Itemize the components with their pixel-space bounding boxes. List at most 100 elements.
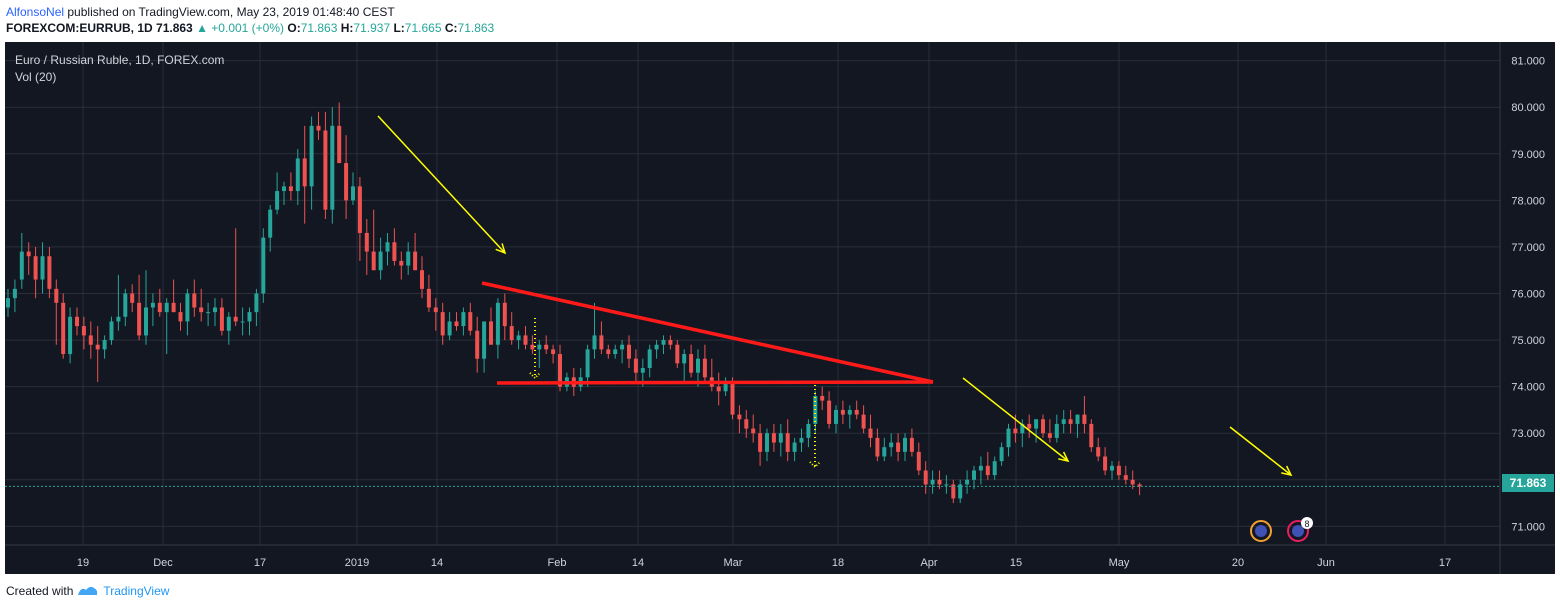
candle	[219, 298, 224, 336]
time-tick-label: Jun	[1317, 557, 1335, 569]
candle	[282, 181, 286, 206]
candle	[937, 470, 942, 490]
candle	[1089, 419, 1094, 452]
candle	[475, 316, 480, 373]
candle	[537, 340, 542, 369]
candle-body	[378, 251, 383, 271]
candle	[12, 279, 17, 313]
candle-body	[834, 409, 838, 424]
open-value: 71.863	[300, 21, 338, 35]
candle	[102, 335, 107, 359]
candle-body	[820, 395, 825, 401]
candle	[116, 274, 121, 331]
publish-line: AlfonsoNel published on TradingView.com,…	[6, 4, 494, 20]
candle-body	[302, 158, 307, 187]
candle-body	[523, 335, 528, 345]
candle	[261, 228, 266, 303]
candle	[233, 228, 238, 327]
candle-body	[896, 442, 901, 452]
candle-body	[502, 302, 507, 327]
candle	[661, 335, 666, 355]
event-ring	[1287, 520, 1309, 542]
time-tick-label: Feb	[548, 557, 567, 569]
candle-body	[475, 330, 480, 359]
candle-body	[682, 354, 687, 364]
candle	[1096, 437, 1101, 462]
candle-body	[633, 358, 638, 373]
descending-trendline	[481, 281, 934, 384]
candle	[916, 442, 921, 476]
candle-body	[937, 479, 942, 485]
candle	[502, 293, 507, 341]
candle	[827, 391, 832, 429]
candle-body	[406, 251, 411, 266]
author-link[interactable]: AlfonsoNel	[6, 5, 65, 19]
candle	[523, 326, 528, 350]
candle-body	[868, 428, 873, 438]
candle	[647, 344, 652, 378]
price-tick-label: 81.000	[1511, 56, 1545, 68]
candle-body	[1075, 414, 1080, 424]
time-tick-label: 14	[431, 557, 443, 569]
candle-body	[206, 312, 211, 314]
price-tick-label: 76.000	[1511, 289, 1545, 301]
candle	[1027, 414, 1032, 438]
candle	[1006, 423, 1011, 457]
candle-body	[199, 307, 204, 313]
time-tick-label: 14	[632, 557, 644, 569]
candle	[675, 340, 680, 369]
candle	[109, 316, 114, 345]
candle	[95, 326, 100, 382]
candle-body	[1103, 456, 1108, 471]
high-label: H:	[340, 21, 354, 35]
candle	[433, 298, 438, 331]
candle-body	[965, 479, 970, 485]
candle	[723, 377, 728, 396]
candle	[820, 386, 825, 410]
candle-body	[75, 316, 79, 327]
candle-body	[330, 125, 335, 210]
candle	[702, 344, 707, 382]
candle	[758, 423, 763, 466]
time-tick-label: Dec	[153, 557, 173, 569]
candle-body	[1116, 465, 1121, 476]
economic-event-icon	[1250, 520, 1272, 542]
candle	[275, 172, 280, 215]
candle	[978, 456, 983, 485]
candle	[489, 307, 493, 345]
candle	[972, 465, 976, 490]
event-icons: 8	[1250, 517, 1313, 542]
low-value: 71.665	[404, 21, 442, 35]
time-tick-label: Apr	[920, 557, 937, 569]
candle-body	[544, 344, 549, 350]
tradingview-link[interactable]: TradingView	[103, 584, 170, 598]
time-axis[interactable]: 19 Dec 17 2019 14 Feb 14 Mar 18 Apr 15 May 20 Jun 17	[5, 544, 1555, 569]
open-label: O:	[287, 21, 301, 35]
candle-body	[627, 344, 631, 359]
candle	[54, 279, 59, 345]
candle-body	[295, 158, 300, 192]
candle-body	[730, 381, 735, 415]
candle-body	[1089, 423, 1094, 448]
candle-body	[61, 302, 66, 355]
candle	[392, 228, 397, 266]
candle-body	[178, 312, 183, 322]
candle-body	[447, 321, 452, 336]
candle-body	[978, 465, 983, 471]
candle	[834, 405, 838, 434]
candle-body	[999, 447, 1004, 462]
candle-body	[537, 344, 542, 350]
candle-body	[620, 344, 625, 350]
candle-body	[282, 186, 286, 192]
high-value: 71.937	[353, 21, 391, 35]
candle	[157, 288, 162, 317]
candle-body	[889, 442, 894, 448]
candle-body	[323, 130, 328, 210]
candle	[847, 405, 852, 429]
candle	[482, 321, 487, 373]
candle	[440, 302, 445, 345]
candle	[1047, 419, 1052, 443]
candle	[1075, 414, 1080, 438]
price-tick-label: 75.000	[1511, 335, 1545, 347]
